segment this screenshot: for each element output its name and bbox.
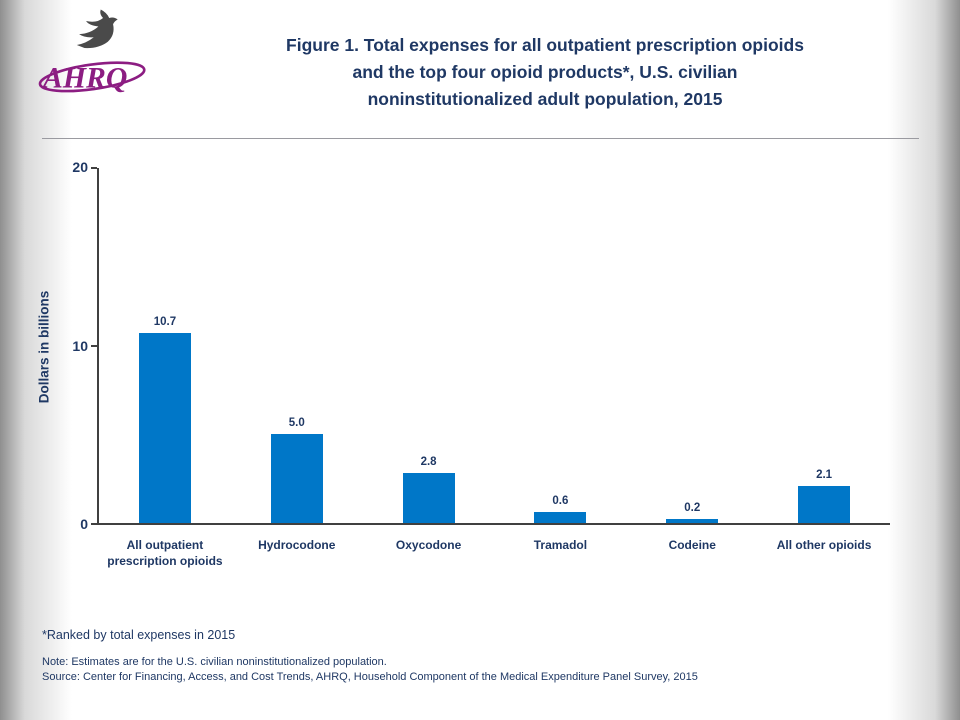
category-label: Tramadol — [533, 538, 588, 552]
note-text: Note: Estimates are for the U.S. civilia… — [42, 656, 387, 668]
bar-6 — [798, 485, 851, 523]
figure-title: Figure 1. Total expenses for all outpati… — [286, 35, 804, 110]
ahrq-swoosh-icon — [38, 61, 146, 93]
category-axis: All outpatient prescription opioids Hydro… — [0, 537, 960, 581]
bar-2 — [270, 434, 323, 523]
bar-value-label: 10.7 — [153, 316, 177, 329]
bar-value-label: 0.6 — [552, 495, 569, 508]
bar-value-label: 2.1 — [816, 468, 833, 481]
header-divider — [42, 138, 919, 139]
logo-block: AHRQ — [34, 6, 152, 102]
hhs-eagle-icon — [76, 9, 118, 49]
bar-5 — [666, 519, 719, 523]
y-tick-label-10: 10 — [72, 338, 88, 354]
y-tick-mark-10 — [91, 345, 97, 347]
y-tick-label-20: 20 — [72, 159, 88, 175]
bar-1 — [138, 333, 191, 523]
y-tick-mark-20 — [91, 167, 97, 169]
bar-4 — [534, 512, 587, 523]
category-label: Oxycodone — [395, 538, 462, 552]
source-text: Source: Center for Financing, Access, an… — [42, 671, 698, 683]
ahrq-wordmark: AHRQ — [38, 61, 146, 94]
bar-value-label: 0.2 — [684, 502, 701, 515]
category-label: Codeine — [668, 538, 716, 552]
ahrq-logo-text: AHRQ — [41, 61, 127, 94]
bar-3 — [402, 473, 455, 523]
bar-value-label: 5.0 — [288, 417, 305, 430]
y-tick-label-0: 0 — [80, 516, 88, 532]
bar-value-label: 2.8 — [420, 456, 437, 469]
footnote: *Ranked by total expenses in 2015 — [42, 628, 236, 642]
y-tick-mark-0 — [91, 523, 97, 525]
category-label: All outpatient prescription opioids — [107, 538, 223, 569]
plot-area: 10.7 5.0 2.8 0.6 0.2 2.1 — [97, 168, 890, 525]
category-label: Hydrocodone — [258, 538, 336, 552]
category-label: All other opioids — [776, 538, 872, 552]
y-axis-label: Dollars in billions — [36, 290, 52, 404]
